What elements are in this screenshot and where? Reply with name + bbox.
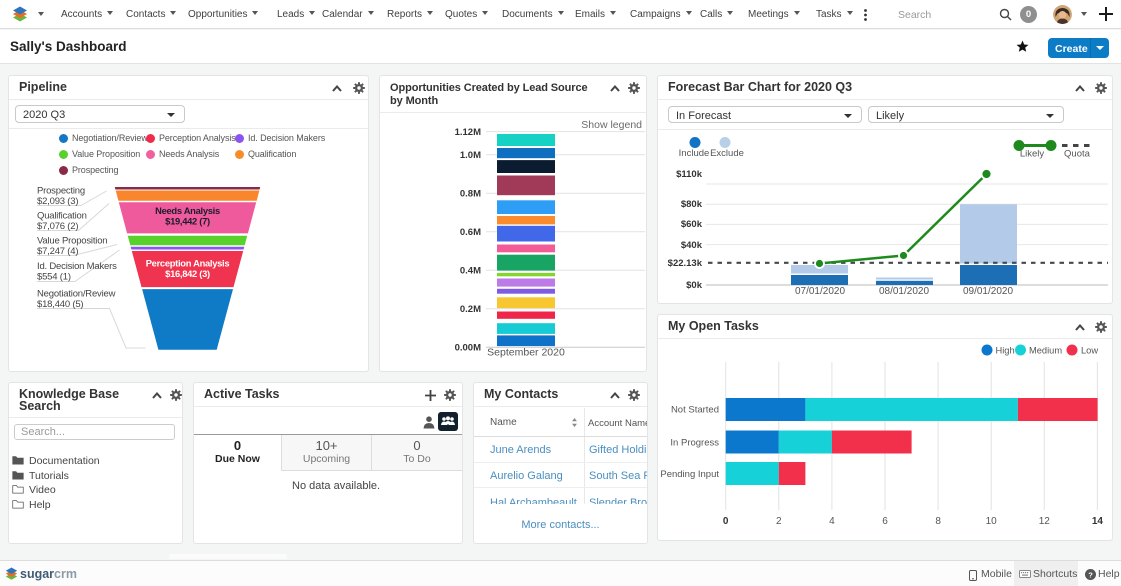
svg-text:Low: Low bbox=[1081, 346, 1098, 356]
svg-text:09/01/2020: 09/01/2020 bbox=[963, 286, 1013, 297]
svg-text:$2,093 (3): $2,093 (3) bbox=[37, 196, 78, 207]
svg-text:Negotiation/Review: Negotiation/Review bbox=[37, 289, 116, 300]
svg-text:Qualification: Qualification bbox=[37, 211, 87, 222]
svg-text:September 2020: September 2020 bbox=[487, 347, 565, 359]
svg-text:$16,842 (3): $16,842 (3) bbox=[165, 268, 210, 279]
svg-text:8: 8 bbox=[935, 516, 941, 527]
svg-text:1.12M: 1.12M bbox=[455, 127, 481, 138]
svg-text:$18,440 (5): $18,440 (5) bbox=[37, 299, 83, 310]
svg-text:$110k: $110k bbox=[676, 169, 703, 180]
svg-text:1.0M: 1.0M bbox=[460, 150, 481, 161]
svg-text:$22.13k: $22.13k bbox=[668, 258, 703, 269]
svg-text:$7,247 (4): $7,247 (4) bbox=[37, 246, 78, 257]
svg-text:Id. Decision Makers: Id. Decision Makers bbox=[37, 261, 117, 272]
svg-text:0.2M: 0.2M bbox=[460, 304, 481, 315]
svg-text:2: 2 bbox=[776, 516, 782, 527]
svg-text:12: 12 bbox=[1039, 516, 1051, 527]
svg-text:Pending Input: Pending Input bbox=[660, 469, 719, 480]
svg-text:$19,442 (7): $19,442 (7) bbox=[165, 216, 210, 227]
svg-text:6: 6 bbox=[882, 516, 888, 527]
svg-text:$40k: $40k bbox=[681, 240, 703, 251]
svg-text:$80k: $80k bbox=[681, 199, 703, 210]
svg-text:$60k: $60k bbox=[681, 219, 703, 230]
svg-text:Include: Include bbox=[679, 148, 710, 159]
svg-text:0: 0 bbox=[723, 516, 729, 527]
svg-text:In Progress: In Progress bbox=[670, 438, 719, 449]
svg-text:High: High bbox=[996, 346, 1015, 356]
svg-text:14: 14 bbox=[1092, 516, 1104, 527]
svg-text:Likely: Likely bbox=[1020, 149, 1045, 160]
svg-text:Needs Analysis: Needs Analysis bbox=[155, 205, 220, 216]
svg-text:$0k: $0k bbox=[686, 280, 703, 291]
svg-text:07/01/2020: 07/01/2020 bbox=[795, 286, 845, 297]
svg-text:4: 4 bbox=[829, 516, 835, 527]
svg-text:Medium: Medium bbox=[1029, 346, 1062, 356]
svg-text:Quota: Quota bbox=[1064, 149, 1091, 160]
svg-text:?: ? bbox=[1088, 570, 1093, 579]
svg-text:08/01/2020: 08/01/2020 bbox=[879, 286, 929, 297]
svg-text:0.6M: 0.6M bbox=[460, 227, 481, 238]
svg-text:Prospecting: Prospecting bbox=[37, 186, 85, 197]
svg-text:$7,076 (2): $7,076 (2) bbox=[37, 221, 78, 232]
svg-text:10: 10 bbox=[986, 516, 998, 527]
svg-text:0.00M: 0.00M bbox=[455, 343, 481, 354]
svg-text:$554 (1): $554 (1) bbox=[37, 272, 71, 283]
svg-text:Not Started: Not Started bbox=[671, 405, 719, 416]
svg-text:0.4M: 0.4M bbox=[460, 266, 481, 277]
svg-text:0.8M: 0.8M bbox=[460, 189, 481, 200]
svg-text:Perception Analysis: Perception Analysis bbox=[146, 258, 230, 269]
svg-text:Value Proposition: Value Proposition bbox=[37, 236, 107, 247]
svg-text:Exclude: Exclude bbox=[710, 148, 744, 159]
